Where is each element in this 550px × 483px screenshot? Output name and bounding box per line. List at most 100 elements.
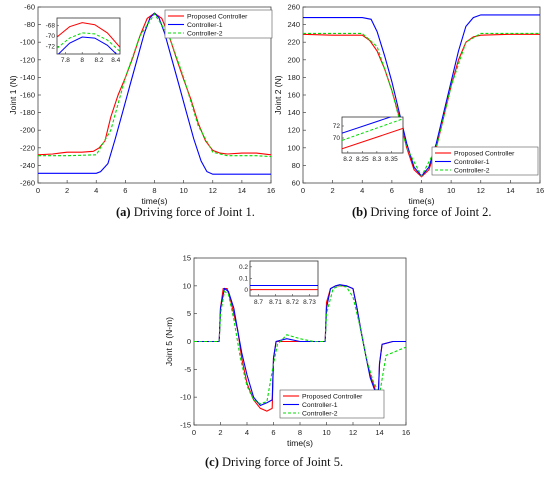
inset-x-tick-label-a: 7.8 [61, 57, 70, 64]
x-tick-label-b: 16 [536, 186, 544, 195]
inset-y-tick-label-c: 0 [244, 287, 248, 294]
y-tick-label-c: -10 [180, 393, 191, 402]
inset-x-tick-label-c: 8.71 [269, 299, 282, 306]
inset-x-tick-label-b: 8.25 [356, 156, 369, 163]
legend-box-c [279, 389, 385, 419]
y-tick-label-b: 100 [287, 143, 300, 152]
x-tick-label-c: 2 [218, 428, 222, 437]
y-axis-label-a: Joint 1 (N) [8, 75, 18, 114]
y-tick-label-b: 260 [287, 3, 300, 12]
inset-y-tick-label-a: -70 [46, 33, 56, 40]
x-tick-label-c: 4 [245, 428, 249, 437]
legend-label-a-2: Controller-2 [187, 31, 223, 38]
inset-series-line-b-1 [342, 117, 393, 134]
inset-y-tick-label-a: -72 [46, 43, 56, 50]
x-tick-label-b: 4 [360, 186, 364, 195]
inset-y-tick-label-a: -68 [46, 23, 56, 30]
series-line-a-1 [38, 12, 271, 175]
y-tick-label-b: 120 [287, 126, 300, 135]
inset-x-tick-label-b: 8.2 [343, 156, 352, 163]
caption-b: (b) Driving force of Joint 2. [352, 205, 492, 220]
y-tick-label-a: -240 [20, 161, 35, 170]
x-tick-label-a: 14 [238, 186, 246, 195]
y-tick-label-b: 180 [287, 73, 300, 82]
caption-a-letter: (a) [116, 205, 131, 219]
caption-c-letter: (c) [205, 455, 219, 469]
x-tick-label-c: 10 [322, 428, 330, 437]
caption-c-text: Driving force of Joint 5. [218, 455, 344, 469]
inset-x-tick-label-c: 8.72 [286, 299, 299, 306]
legend-box-a [164, 9, 273, 39]
y-tick-label-a: -180 [20, 108, 35, 117]
series-line-c-2 [194, 285, 407, 405]
inset-x-tick-label-b: 8.3 [372, 156, 381, 163]
inset-x-tick-label-c: 8.73 [303, 299, 316, 306]
inset-frame-b [341, 116, 404, 154]
x-tick-label-c: 12 [349, 428, 357, 437]
inset-x-tick-label-a: 8.4 [111, 57, 120, 64]
inset-x-tick-label-b: 8.35 [385, 156, 398, 163]
y-tick-label-c: -15 [180, 421, 191, 430]
inset-x-tick-label-a: 8.2 [94, 57, 103, 64]
x-tick-label-a: 6 [123, 186, 127, 195]
chart-a: 0 2 4 6 8 10 12 14 16 -260 -240 -220 -200 -180 -160 -14… [8, 3, 275, 207]
y-tick-label-b: 220 [287, 38, 300, 47]
y-tick-label-a: -100 [20, 38, 35, 47]
legend-label-c-1: Controller-1 [302, 402, 338, 409]
y-tick-label-b: 80 [292, 161, 300, 170]
x-tick-label-a: 4 [94, 186, 98, 195]
y-tick-label-a: -160 [20, 91, 35, 100]
legend-label-b-2: Controller-2 [454, 168, 490, 175]
y-tick-label-c: 0 [187, 337, 191, 346]
x-axis-label-c: time(s) [287, 438, 313, 448]
y-tick-label-c: 15 [183, 254, 191, 263]
x-tick-label-c: 6 [271, 428, 275, 437]
series-line-c-1 [194, 284, 406, 407]
y-tick-label-a: -220 [20, 143, 35, 152]
caption-a: (a) Driving force of Joint 1. [116, 205, 255, 220]
caption-b-letter: (b) [352, 205, 368, 219]
inset-y-tick-label-c: 0.2 [239, 264, 248, 271]
legend-label-b-1: Controller-1 [454, 159, 490, 166]
y-tick-label-b: 200 [287, 55, 300, 64]
x-tick-label-a: 2 [65, 186, 69, 195]
x-tick-label-b: 10 [447, 186, 455, 195]
y-axis-label-b: Joint 2 (N) [273, 75, 283, 114]
y-tick-label-b: 160 [287, 91, 300, 100]
series-line-b-2 [303, 32, 540, 178]
inset-x-tick-label-c: 8.7 [254, 299, 263, 306]
x-tick-label-c: 16 [402, 428, 410, 437]
inset-series-line-a-0 [57, 22, 120, 48]
x-tick-label-b: 0 [301, 186, 305, 195]
x-tick-label-a: 16 [267, 186, 275, 195]
series-line-a-0 [37, 12, 272, 156]
y-tick-label-a: -140 [20, 73, 35, 82]
inset-c: 8.7 8.71 8.72 8.73 0 0.1 0.2 [239, 260, 319, 306]
x-tick-label-b: 8 [419, 186, 423, 195]
x-tick-label-c: 8 [298, 428, 302, 437]
y-tick-label-b: 240 [287, 20, 300, 29]
inset-series-line-b-0 [342, 127, 403, 150]
y-axis-label-c: Joint 5 (N-m) [164, 317, 174, 366]
x-tick-label-a: 12 [209, 186, 217, 195]
x-tick-label-a: 8 [152, 186, 156, 195]
x-tick-label-c: 0 [192, 428, 196, 437]
y-tick-label-c: 5 [187, 309, 191, 318]
inset-y-tick-label-c: 0.1 [239, 276, 248, 283]
chart-b: 0 2 4 6 8 10 12 14 16 60 80 100 120 140 160 180 200 220 24… [273, 3, 544, 207]
inset-b: 8.2 8.25 8.3 8.35 70 72 [333, 116, 404, 163]
y-tick-label-a: -200 [20, 126, 35, 135]
y-tick-label-b: 60 [292, 179, 300, 188]
y-tick-label-c: 10 [183, 281, 191, 290]
y-tick-label-a: -120 [20, 55, 35, 64]
y-tick-label-c: -5 [184, 365, 191, 374]
series-line-a-2 [38, 13, 272, 158]
x-tick-label-b: 6 [390, 186, 394, 195]
legend-label-c-2: Controller-2 [302, 411, 338, 418]
x-tick-label-b: 2 [331, 186, 335, 195]
inset-y-tick-label-b: 70 [333, 135, 341, 142]
chart-c: 0 2 4 6 8 10 12 14 16 -15 -10 -5 0 5 10 15 time(s) Joint … [164, 254, 410, 449]
x-axis-label-a: time(s) [142, 196, 168, 206]
x-tick-label-b: 12 [477, 186, 485, 195]
